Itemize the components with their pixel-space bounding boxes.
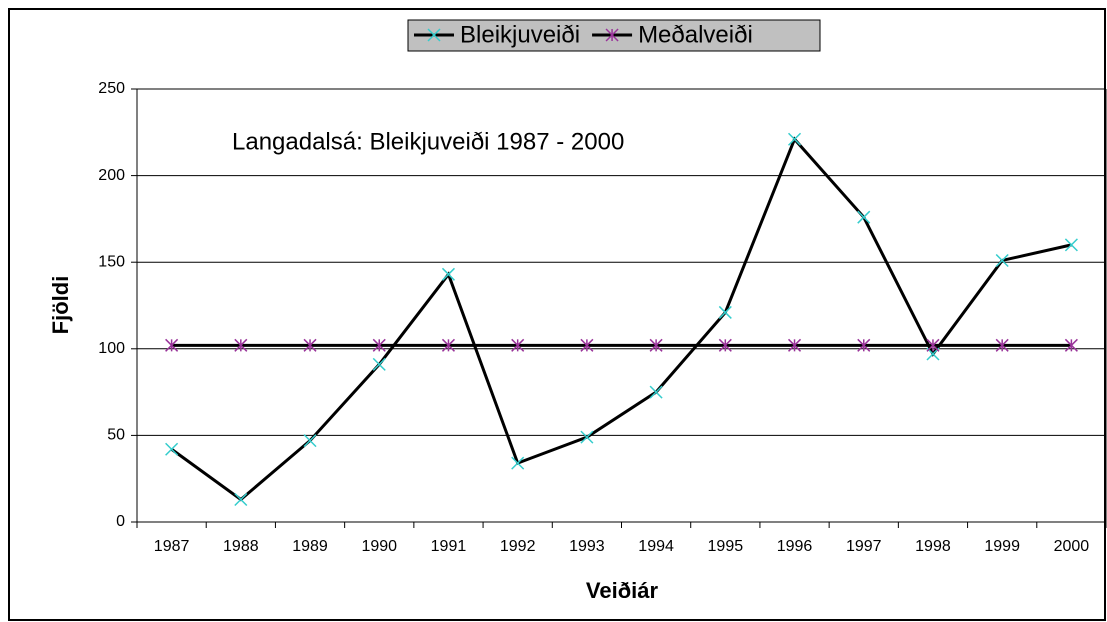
marker <box>788 338 802 352</box>
marker-stroke <box>165 442 179 456</box>
marker <box>441 267 455 281</box>
x-tick-label: 1988 <box>223 538 259 555</box>
marker-stroke <box>441 267 455 281</box>
marker <box>165 338 179 352</box>
x-tick-label: 1987 <box>154 538 190 555</box>
marker <box>580 430 594 444</box>
marker <box>857 210 871 224</box>
marker <box>441 338 455 352</box>
marker-stroke <box>511 456 525 470</box>
marker <box>718 338 732 352</box>
marker <box>234 338 248 352</box>
marker-stroke <box>788 132 802 146</box>
legend-label: Meðalveiði <box>638 21 753 48</box>
chart-frame <box>8 8 1106 621</box>
marker <box>511 456 525 470</box>
x-tick-label: 1993 <box>569 538 605 555</box>
x-tick-label: 2000 <box>1054 538 1090 555</box>
y-tick-label: 0 <box>116 513 125 530</box>
legend: Bleikjuveiði Meðalveiði <box>407 19 821 52</box>
marker-stroke <box>580 430 594 444</box>
marker-stroke <box>857 210 871 224</box>
x-tick-label: 1990 <box>361 538 397 555</box>
legend-label: Bleikjuveiði <box>460 21 580 48</box>
marker-stroke <box>1064 238 1078 252</box>
y-tick-label: 50 <box>107 427 125 444</box>
y-tick-label: 100 <box>98 340 125 357</box>
marker <box>1064 238 1078 252</box>
marker-stroke <box>649 385 663 399</box>
marker-stroke <box>718 305 732 319</box>
marker <box>427 28 441 42</box>
marker <box>165 442 179 456</box>
y-axis-label: Fjöldi <box>48 276 73 335</box>
y-tick-label: 250 <box>98 80 125 97</box>
marker-stroke <box>427 28 441 42</box>
marker <box>372 338 386 352</box>
marker-stroke <box>303 434 317 448</box>
x-tick-label: 1991 <box>431 538 467 555</box>
x-tick-label: 1994 <box>638 538 674 555</box>
marker <box>857 338 871 352</box>
x-tick-label: 1995 <box>708 538 744 555</box>
marker <box>718 305 732 319</box>
marker <box>788 132 802 146</box>
x-tick-label: 1998 <box>915 538 951 555</box>
marker <box>605 28 619 42</box>
marker <box>926 338 940 352</box>
marker <box>995 338 1009 352</box>
marker <box>1064 338 1078 352</box>
marker <box>580 338 594 352</box>
x-tick-label: 1997 <box>846 538 882 555</box>
x-tick-label: 1989 <box>292 538 328 555</box>
x-tick-label: 1992 <box>500 538 536 555</box>
marker <box>372 357 386 371</box>
chart-title: Langadalsá: Bleikjuveiði 1987 - 2000 <box>232 128 624 155</box>
marker-stroke <box>995 253 1009 267</box>
y-tick-label: 200 <box>98 167 125 184</box>
x-tick-label: 1999 <box>984 538 1020 555</box>
series-line <box>170 136 1072 502</box>
marker <box>995 253 1009 267</box>
marker <box>649 338 663 352</box>
marker <box>303 434 317 448</box>
x-tick-label: 1996 <box>777 538 813 555</box>
x-axis-label: Veiðiár <box>586 578 659 603</box>
marker <box>511 338 525 352</box>
marker <box>234 492 248 507</box>
marker-stroke <box>372 357 386 371</box>
y-tick-label: 150 <box>98 253 125 270</box>
marker <box>303 338 317 352</box>
marker <box>649 385 663 399</box>
marker-stroke <box>234 492 248 507</box>
